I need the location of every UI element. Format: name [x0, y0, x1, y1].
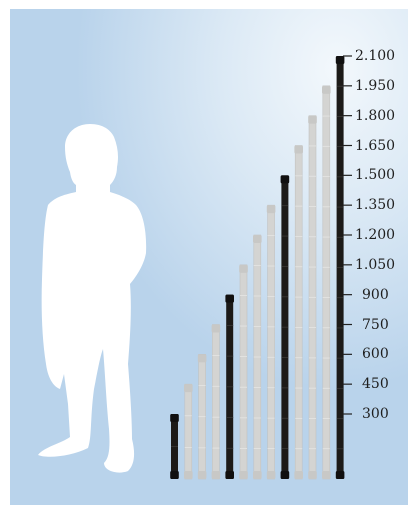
rod-1050 — [239, 264, 248, 480]
scale-label: 1.200 — [355, 227, 396, 243]
rod-1650 — [294, 145, 303, 480]
human-silhouette-figure — [38, 124, 147, 473]
scale-label: 1.500 — [355, 167, 396, 184]
rod-1350 — [266, 204, 276, 480]
scale-label: 600 — [362, 346, 389, 363]
rod-1200 — [253, 234, 262, 480]
rod-scale-graphic — [170, 55, 352, 480]
scale-label: 300 — [362, 406, 389, 422]
scale-label: 1.350 — [355, 197, 396, 214]
rod-450 — [184, 383, 193, 480]
scale-label: 1.950 — [355, 77, 396, 94]
scale-label: 1.800 — [355, 107, 396, 124]
rod-300 — [170, 414, 179, 479]
scale-label: 750 — [362, 316, 389, 333]
rod-2100 — [335, 56, 345, 479]
scale-label: 2.100 — [355, 48, 396, 64]
rod-900 — [225, 294, 234, 479]
rod-600 — [197, 354, 207, 480]
illustration-panel: 2.100 1.950 1.800 1.650 1.500 1.350 1.200 1.050… — [10, 9, 408, 505]
scale-label: 450 — [362, 376, 389, 393]
rod-1500 — [280, 175, 290, 480]
rod-1950 — [322, 85, 331, 480]
scale-label: 1.650 — [355, 137, 396, 154]
scale-label: 1.050 — [355, 256, 396, 273]
scale-label: 900 — [362, 286, 389, 303]
rod-1800 — [308, 115, 317, 480]
rod-750 — [211, 324, 221, 480]
